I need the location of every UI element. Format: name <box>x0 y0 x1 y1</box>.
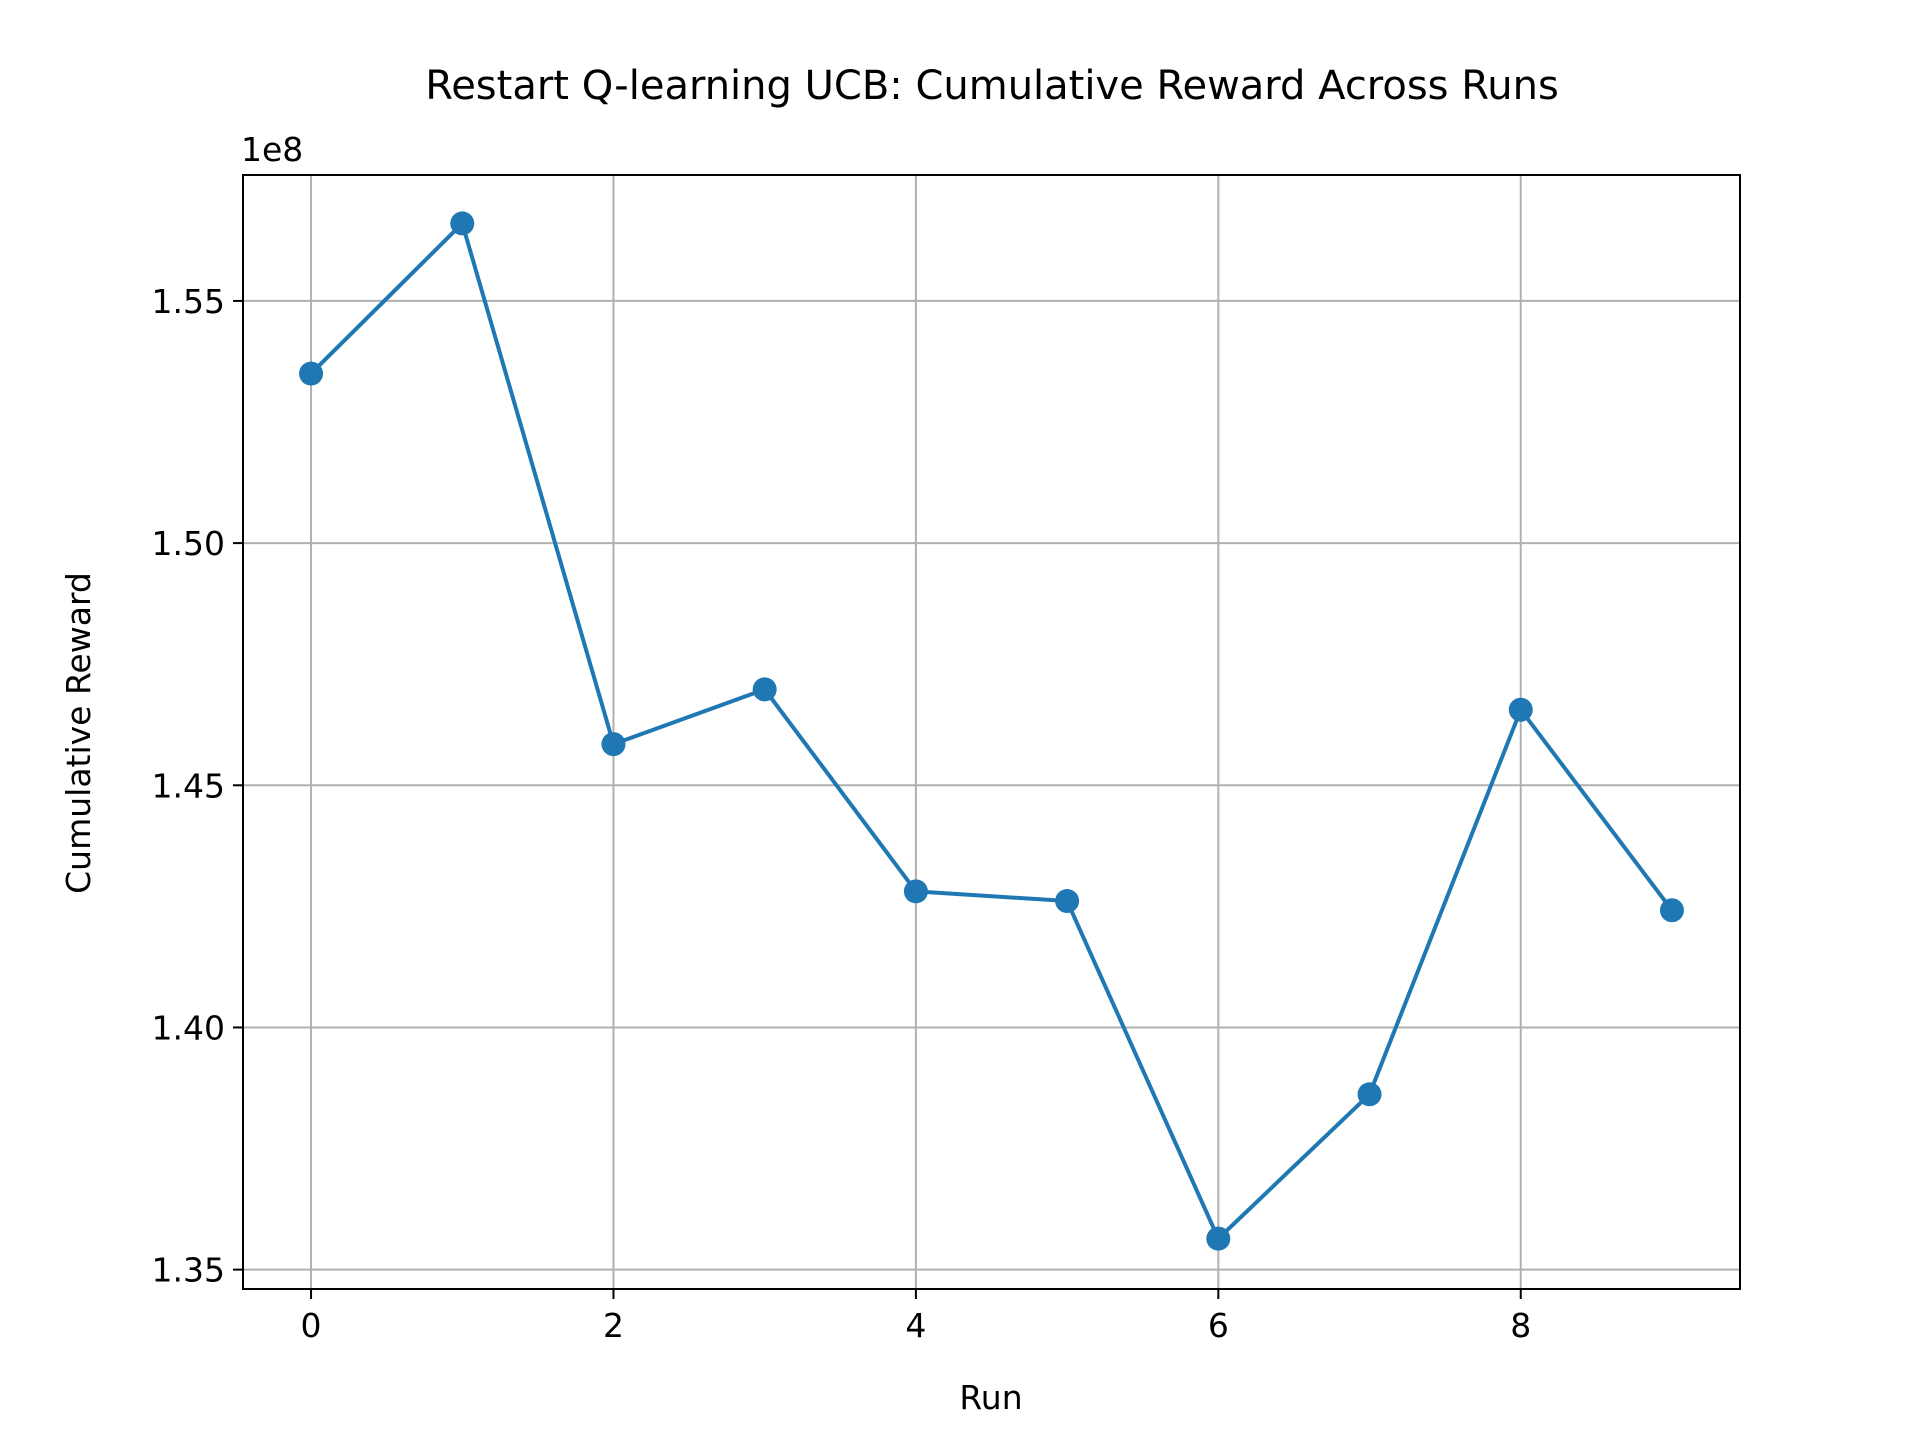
y-axis-label: Cumulative Reward <box>59 572 98 894</box>
x-axis-label: Run <box>959 1378 1022 1417</box>
data-point <box>752 677 777 702</box>
y-tick-label: 1.45 <box>152 766 225 805</box>
data-point <box>601 732 626 757</box>
data-point <box>1508 697 1533 722</box>
x-tick-label: 0 <box>301 1306 322 1345</box>
y-axis-offset-label: 1e8 <box>241 130 303 169</box>
x-tick-label: 6 <box>1208 1306 1229 1345</box>
x-tick-label: 2 <box>603 1306 624 1345</box>
x-axis-ticks: 0 2 4 6 8 <box>301 1289 1531 1345</box>
y-axis-ticks: 1.35 1.40 1.45 1.50 1.55 <box>152 282 243 1290</box>
y-tick-label: 1.50 <box>152 524 225 563</box>
y-tick-label: 1.55 <box>152 282 225 321</box>
x-tick-label: 8 <box>1510 1306 1531 1345</box>
data-point <box>299 361 324 386</box>
data-point <box>903 879 928 904</box>
plot-area-frame <box>242 174 1741 1290</box>
data-point <box>1055 889 1080 914</box>
chart-title: Restart Q-learning UCB: Cumulative Rewar… <box>425 63 1559 109</box>
data-point <box>450 211 475 236</box>
data-point <box>1206 1226 1231 1251</box>
data-point <box>1659 898 1684 923</box>
y-tick-label: 1.35 <box>152 1251 225 1290</box>
x-tick-label: 4 <box>905 1306 926 1345</box>
data-points <box>299 211 1684 1251</box>
series-line-layer <box>309 221 1674 1241</box>
series-line <box>309 221 1674 1241</box>
grid-lines <box>243 175 1740 1289</box>
y-tick-label: 1.40 <box>152 1008 225 1047</box>
data-point <box>1357 1082 1382 1107</box>
